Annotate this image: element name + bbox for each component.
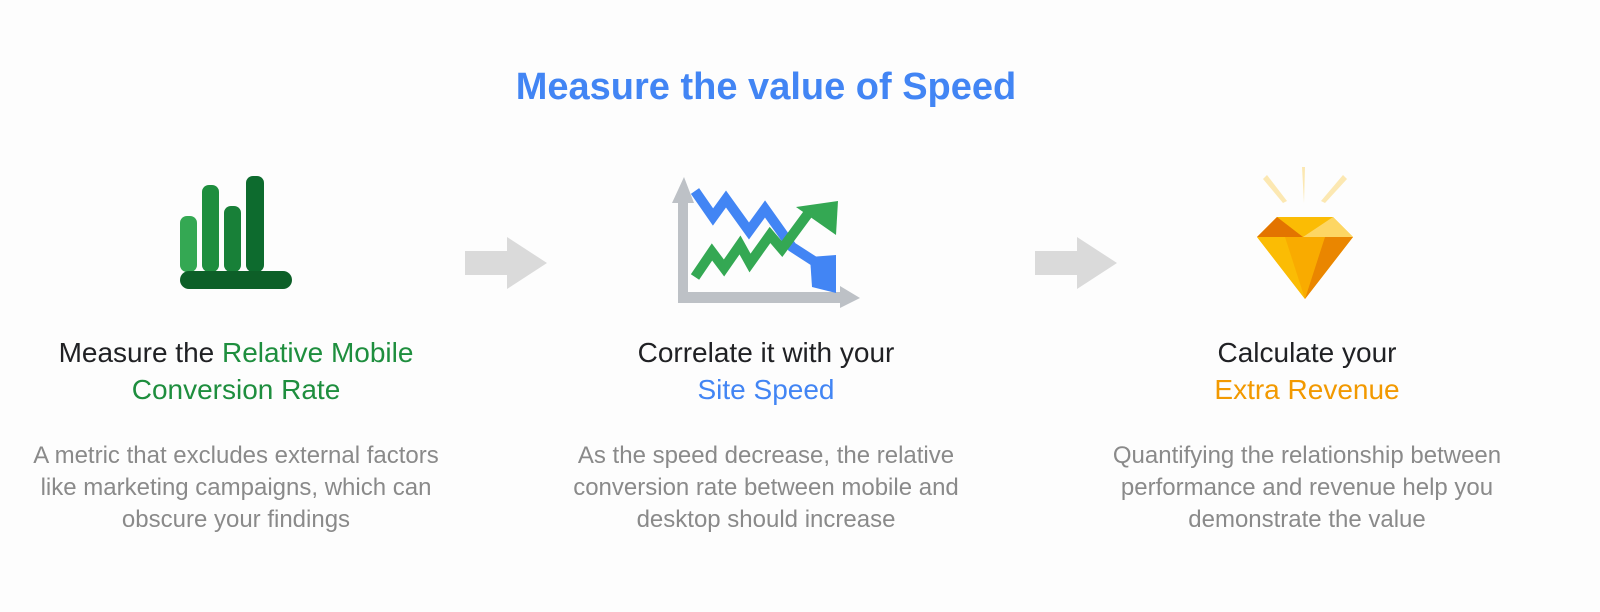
- step-2-description: As the speed decrease, the relative conv…: [573, 442, 959, 533]
- trend-chart-icon: [672, 177, 860, 308]
- step-1-description: A metric that excludes external factors …: [33, 442, 439, 533]
- step-3-highlight: Extra Revenue: [1214, 374, 1400, 405]
- step-3-heading: Calculate your Extra Revenue: [1077, 334, 1537, 408]
- step-1-heading: Measure the Relative Mobile Conversion R…: [58, 337, 414, 405]
- step-2-highlight: Site Speed: [697, 374, 835, 405]
- step-2-heading: Correlate it with your Site Speed: [536, 334, 996, 408]
- step-3-description: Quantifying the relationship between per…: [1112, 442, 1502, 533]
- arrow-right-icon: [1035, 237, 1117, 289]
- bar-chart-icon: [180, 176, 292, 289]
- page-title: Measure the value of Speed: [515, 66, 1017, 108]
- arrow-right-icon: [465, 237, 547, 289]
- step-1-highlight: Relative Mobile Conversion Rate: [131, 337, 414, 405]
- diamond-icon: [1257, 167, 1353, 299]
